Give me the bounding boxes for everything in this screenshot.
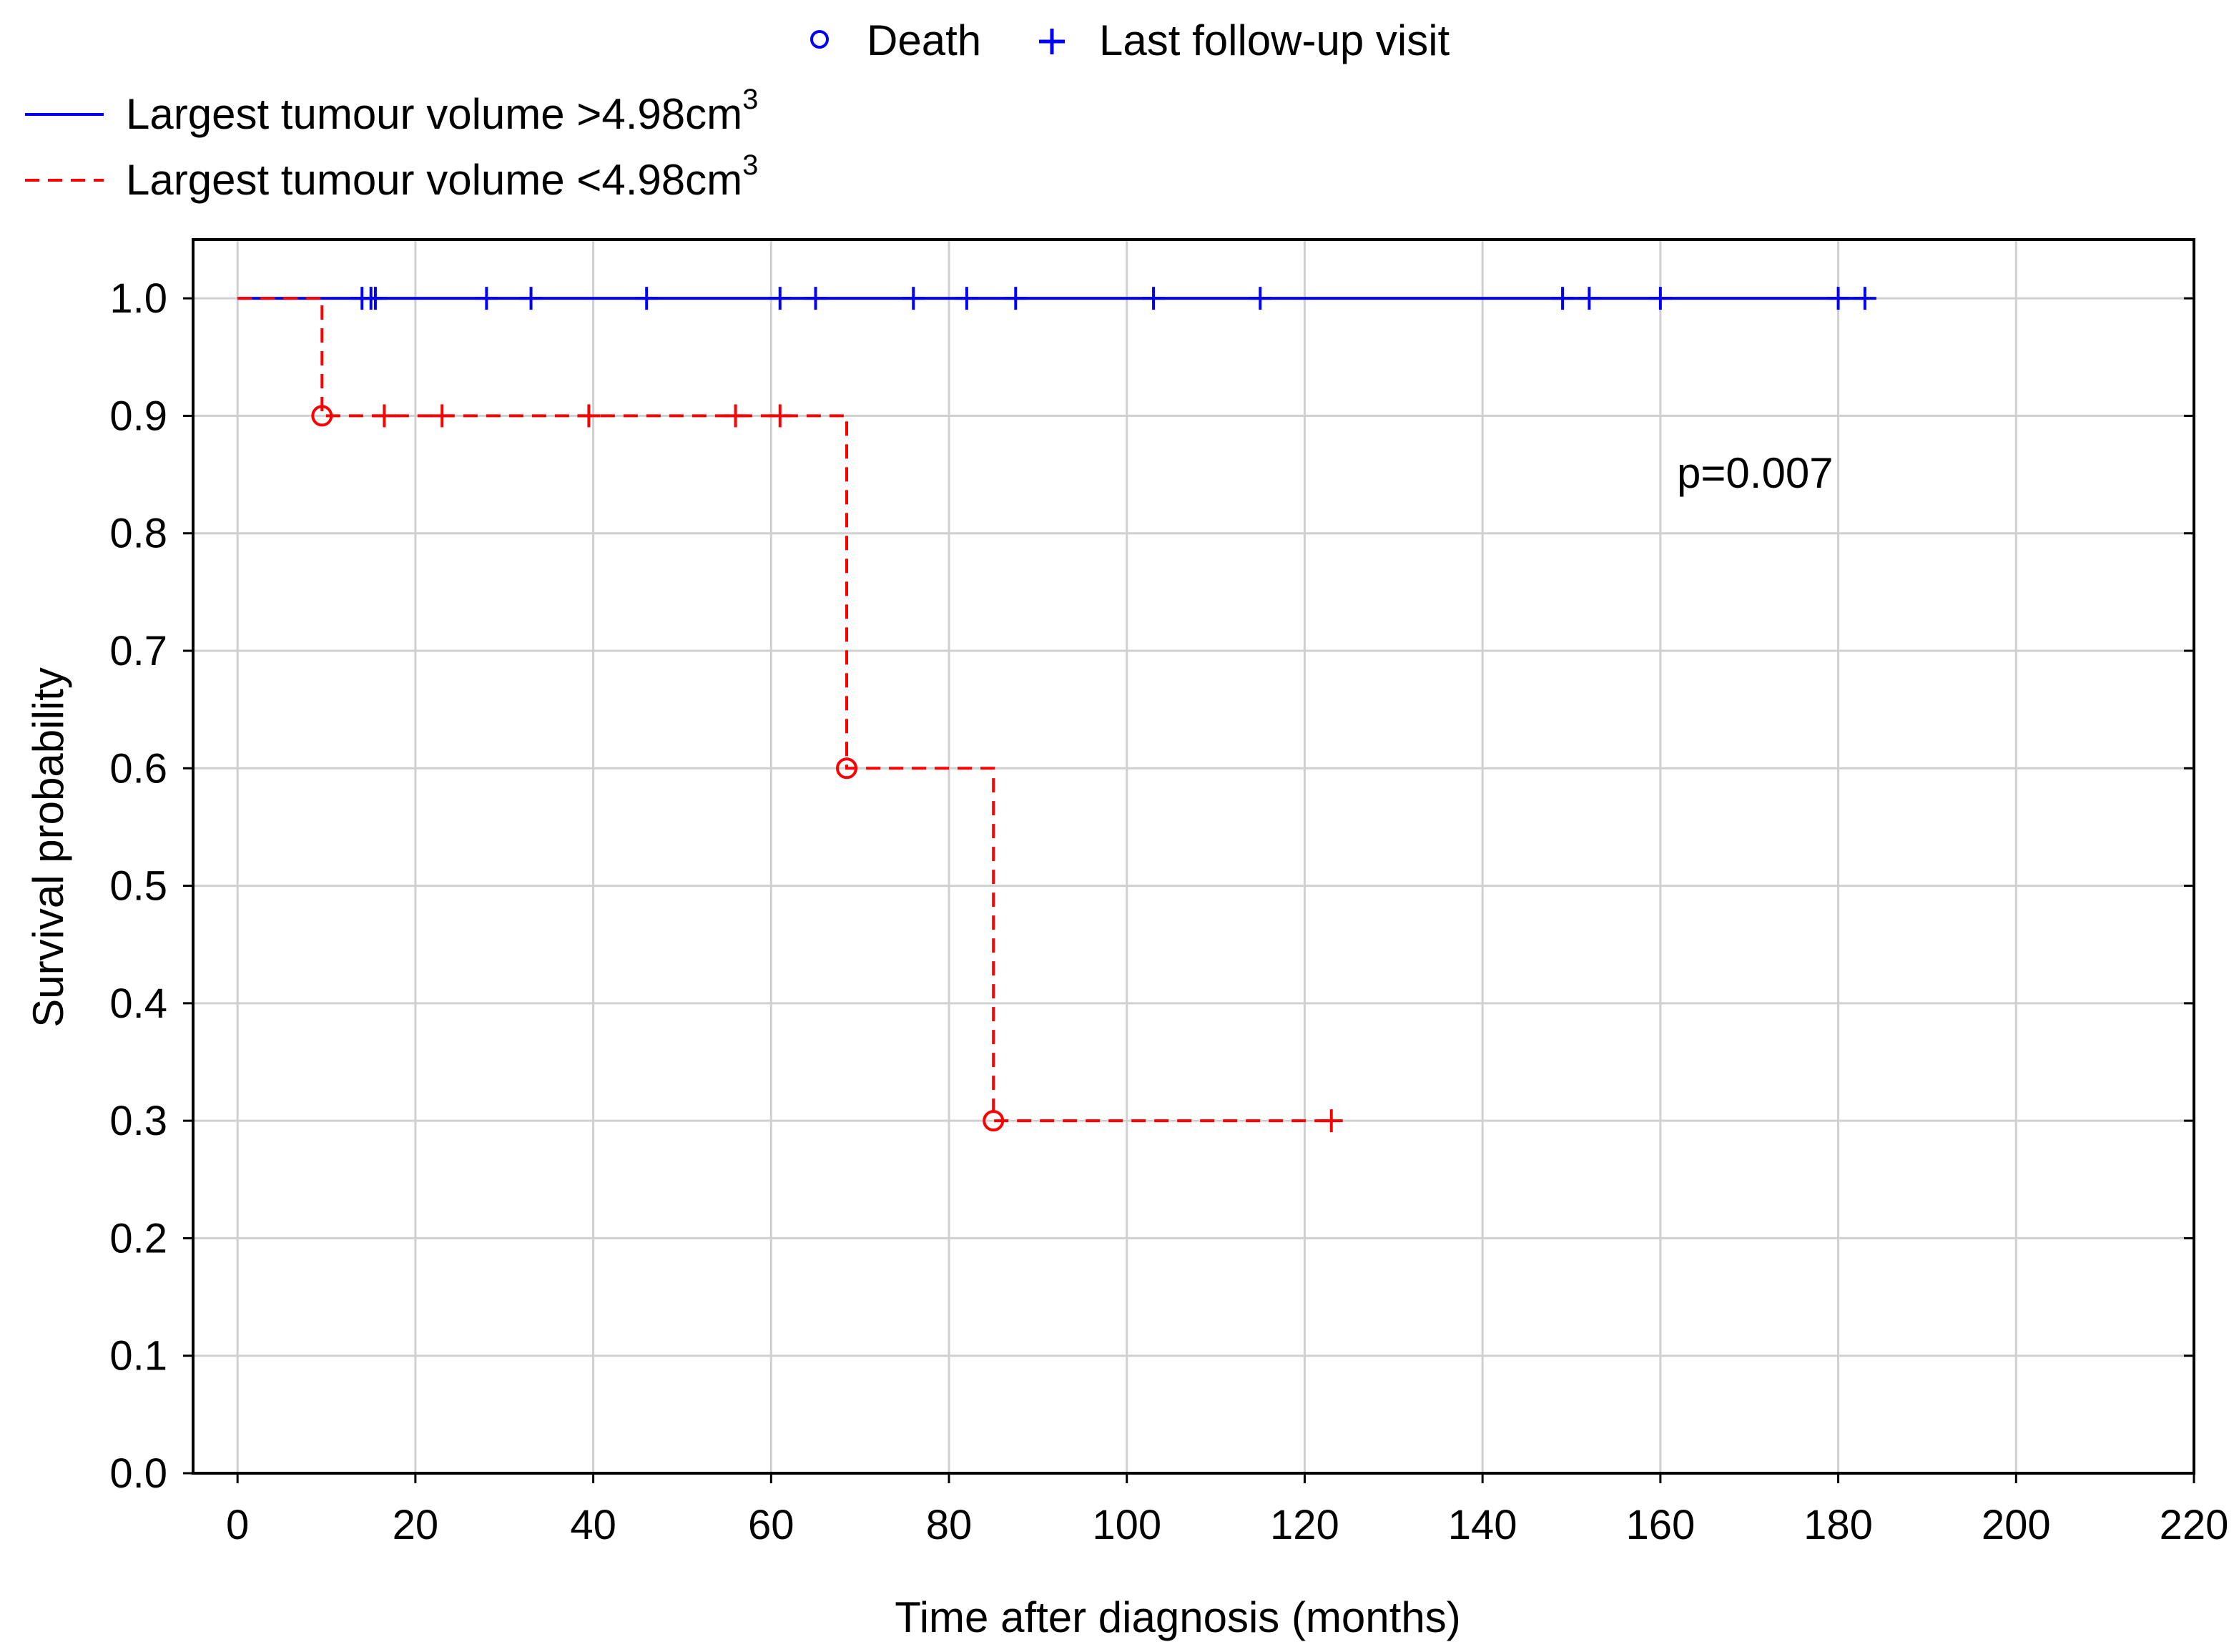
censor-marker bbox=[363, 287, 387, 310]
censor-marker bbox=[768, 404, 792, 428]
x-tick-label: 200 bbox=[1982, 1502, 2051, 1548]
censor-marker bbox=[1142, 287, 1166, 310]
death-marker bbox=[311, 405, 333, 427]
censor-marker bbox=[1319, 1109, 1343, 1133]
x-tick-label: 60 bbox=[748, 1502, 794, 1548]
death-marker bbox=[836, 757, 858, 780]
censor-marker bbox=[475, 287, 498, 310]
censor-marker bbox=[577, 404, 601, 428]
x-tick-label: 20 bbox=[393, 1502, 439, 1548]
y-tick-label: 0.0 bbox=[109, 1450, 167, 1497]
followup-legend-label: Last follow-up visit bbox=[1099, 16, 1450, 64]
y-tick-label: 0.9 bbox=[109, 393, 167, 439]
censor-marker bbox=[1826, 287, 1850, 310]
censor-marker bbox=[1648, 287, 1672, 310]
censor-marker bbox=[1551, 287, 1575, 310]
y-tick-label: 0.1 bbox=[109, 1333, 167, 1380]
x-tick-label: 100 bbox=[1092, 1502, 1161, 1548]
censor-marker bbox=[955, 287, 978, 310]
censor-marker bbox=[635, 287, 659, 310]
death-legend-marker bbox=[810, 30, 829, 49]
grid bbox=[193, 240, 2195, 1475]
y-tick-label: 0.4 bbox=[109, 980, 167, 1027]
y-tick-label: 0.5 bbox=[109, 863, 167, 910]
y-tick-label: 1.0 bbox=[109, 275, 167, 322]
censor-marker bbox=[768, 287, 792, 310]
x-tick-label: 120 bbox=[1270, 1502, 1339, 1548]
censor-marker bbox=[519, 287, 543, 310]
x-tick-label: 0 bbox=[226, 1502, 249, 1548]
axis-ticks: 0 20 40 60 80 100 120 140 160 180 200 220 0.0 0.1 0.2 0… bbox=[109, 275, 2228, 1548]
x-tick-label: 220 bbox=[2160, 1502, 2229, 1548]
marker-legend: Death Last follow-up visit bbox=[810, 16, 1450, 64]
x-tick-label: 160 bbox=[1625, 1502, 1695, 1548]
censor-marker bbox=[724, 404, 747, 428]
x-tick-label: 80 bbox=[926, 1502, 973, 1548]
legend-label-large: Largest tumour volume >4.98cm3 bbox=[126, 84, 758, 138]
death-marker bbox=[983, 1110, 1005, 1132]
series-legend: Largest tumour volume >4.98cm3 Largest t… bbox=[25, 84, 758, 204]
censor-marker bbox=[1853, 287, 1876, 310]
y-tick-label: 0.7 bbox=[109, 628, 167, 674]
plot-frame bbox=[192, 238, 2195, 1475]
censor-marker bbox=[430, 404, 454, 428]
x-tick-label: 180 bbox=[1803, 1502, 1873, 1548]
censor-marker bbox=[1578, 287, 1601, 310]
censor-marker bbox=[1004, 287, 1028, 310]
censor-marker bbox=[902, 287, 925, 310]
censor-marker bbox=[804, 287, 827, 310]
death-legend-label: Death bbox=[867, 16, 981, 64]
legend-label-small: Largest tumour volume <4.98cm3 bbox=[126, 149, 758, 204]
x-tick-label: 40 bbox=[570, 1502, 616, 1548]
y-tick-label: 0.2 bbox=[109, 1215, 167, 1262]
x-axis-label: Time after diagnosis (months) bbox=[895, 1593, 1460, 1641]
y-tick-label: 0.6 bbox=[109, 745, 167, 792]
x-tick-label: 140 bbox=[1448, 1502, 1517, 1548]
censor-marker bbox=[373, 404, 396, 428]
plus-legend-marker bbox=[1039, 29, 1065, 54]
y-tick-label: 0.8 bbox=[109, 511, 167, 557]
y-tick-label: 0.3 bbox=[109, 1098, 167, 1144]
censor-marker bbox=[1249, 287, 1272, 310]
y-axis-label: Survival probability bbox=[24, 667, 72, 1028]
survival-curve-small-volume bbox=[237, 297, 1332, 1123]
p-value-annotation: p=0.007 bbox=[1677, 449, 1834, 497]
plot-area bbox=[237, 287, 1876, 1133]
